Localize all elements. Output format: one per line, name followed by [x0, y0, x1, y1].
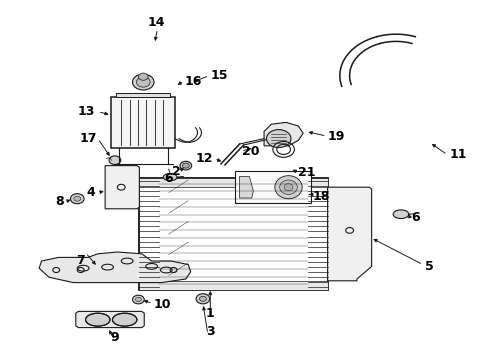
- Bar: [116, 93, 170, 97]
- Ellipse shape: [135, 297, 141, 302]
- Text: 6: 6: [410, 211, 419, 224]
- Ellipse shape: [199, 296, 206, 301]
- Text: 3: 3: [205, 325, 214, 338]
- Ellipse shape: [138, 73, 148, 80]
- Ellipse shape: [196, 294, 209, 304]
- Ellipse shape: [70, 194, 84, 204]
- Polygon shape: [264, 122, 303, 146]
- Text: 7: 7: [76, 254, 85, 267]
- Ellipse shape: [392, 210, 408, 219]
- Ellipse shape: [132, 295, 144, 304]
- Polygon shape: [76, 311, 144, 328]
- Ellipse shape: [279, 180, 297, 194]
- Polygon shape: [39, 252, 190, 283]
- Ellipse shape: [85, 313, 110, 326]
- Bar: [111, 97, 175, 148]
- Text: 14: 14: [147, 16, 165, 29]
- Text: 19: 19: [327, 130, 345, 143]
- Text: 12: 12: [195, 152, 212, 165]
- Text: 6: 6: [163, 172, 172, 185]
- Ellipse shape: [112, 313, 137, 326]
- Text: 1: 1: [205, 307, 214, 320]
- Ellipse shape: [74, 196, 81, 201]
- Ellipse shape: [109, 156, 121, 165]
- Ellipse shape: [163, 174, 177, 181]
- Ellipse shape: [284, 184, 292, 191]
- Bar: [234, 171, 310, 203]
- Text: 20: 20: [242, 145, 259, 158]
- Polygon shape: [327, 187, 371, 281]
- Ellipse shape: [266, 130, 290, 148]
- Bar: [139, 281, 327, 290]
- Ellipse shape: [136, 77, 150, 87]
- Text: 9: 9: [110, 331, 119, 344]
- Text: 5: 5: [425, 260, 433, 273]
- Bar: [139, 178, 327, 290]
- Ellipse shape: [182, 163, 189, 168]
- Ellipse shape: [180, 161, 191, 170]
- Text: 13: 13: [78, 105, 95, 118]
- Text: 21: 21: [298, 166, 315, 179]
- Bar: [139, 178, 327, 290]
- Text: 17: 17: [79, 132, 97, 145]
- Bar: [139, 178, 327, 187]
- Text: 11: 11: [449, 148, 467, 161]
- Text: 16: 16: [184, 75, 202, 87]
- Text: 15: 15: [210, 69, 227, 82]
- Text: 10: 10: [154, 298, 171, 311]
- Ellipse shape: [274, 176, 302, 199]
- Text: 18: 18: [312, 190, 330, 203]
- Polygon shape: [239, 176, 253, 198]
- Polygon shape: [105, 166, 139, 209]
- Text: 4: 4: [86, 186, 95, 199]
- Ellipse shape: [132, 74, 154, 90]
- Text: 8: 8: [55, 195, 63, 208]
- Text: 2: 2: [172, 165, 181, 177]
